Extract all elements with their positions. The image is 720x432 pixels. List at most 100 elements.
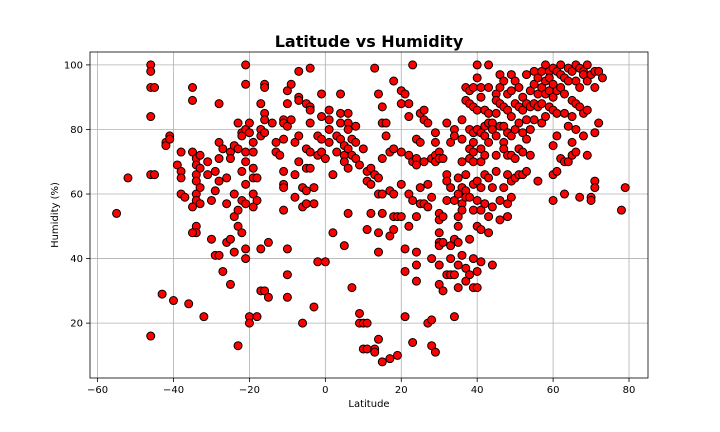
data-point — [484, 83, 494, 93]
data-point — [571, 124, 581, 134]
data-point — [332, 147, 342, 157]
data-point — [336, 134, 346, 144]
data-point — [541, 60, 551, 70]
data-point — [411, 247, 421, 257]
data-point — [218, 144, 228, 154]
data-point — [355, 308, 365, 318]
data-point — [423, 118, 433, 128]
data-point — [491, 108, 501, 118]
data-point — [206, 234, 216, 244]
data-point — [597, 73, 607, 83]
data-point — [385, 231, 395, 241]
data-point — [373, 89, 383, 99]
data-point — [472, 105, 482, 115]
data-point — [620, 183, 630, 193]
data-point — [575, 83, 585, 93]
data-point — [324, 115, 334, 125]
data-point — [309, 302, 319, 312]
data-point — [237, 228, 247, 238]
data-point — [305, 163, 315, 173]
data-point — [468, 147, 478, 157]
data-point — [525, 86, 535, 96]
data-point — [328, 170, 338, 180]
data-point — [430, 347, 440, 357]
data-point — [510, 124, 520, 134]
data-point — [392, 350, 402, 360]
data-point — [305, 147, 315, 157]
data-point — [150, 170, 160, 180]
data-point — [411, 260, 421, 270]
data-point — [484, 60, 494, 70]
data-point — [161, 141, 171, 151]
data-point — [503, 170, 513, 180]
data-point — [336, 89, 346, 99]
data-point — [446, 137, 456, 147]
data-point — [419, 157, 429, 167]
data-point — [305, 118, 315, 128]
data-point — [567, 137, 577, 147]
data-point — [210, 186, 220, 196]
data-point — [575, 192, 585, 202]
x-tick-label: −40 — [163, 385, 184, 396]
y-axis-ticks: 20 40 60 80 100 — [64, 60, 90, 330]
chart-title: Latitude vs Humidity — [275, 32, 464, 51]
data-point — [225, 279, 235, 289]
data-point — [559, 189, 569, 199]
data-point — [457, 115, 467, 125]
data-point — [446, 183, 456, 193]
y-tick-label: 20 — [70, 319, 83, 330]
data-point — [461, 276, 471, 286]
data-point — [411, 212, 421, 222]
data-point — [317, 134, 327, 144]
data-point — [351, 154, 361, 164]
data-point — [522, 115, 532, 125]
data-point — [343, 208, 353, 218]
data-point — [537, 118, 547, 128]
data-point — [446, 254, 456, 264]
data-point — [229, 247, 239, 257]
data-point — [499, 121, 509, 131]
data-point — [187, 202, 197, 212]
data-point — [476, 83, 486, 93]
data-point — [522, 70, 532, 80]
data-point — [408, 60, 418, 70]
data-point — [559, 108, 569, 118]
data-point — [503, 199, 513, 209]
data-point — [453, 221, 463, 231]
data-point — [233, 144, 243, 154]
data-point — [411, 160, 421, 170]
data-point — [241, 199, 251, 209]
data-point — [248, 163, 258, 173]
data-point — [290, 170, 300, 180]
data-point — [222, 173, 232, 183]
data-point — [446, 241, 456, 251]
data-point — [430, 137, 440, 147]
data-point — [187, 83, 197, 93]
data-point — [187, 95, 197, 105]
data-point — [404, 99, 414, 109]
data-point — [172, 160, 182, 170]
data-point — [559, 89, 569, 99]
data-point — [336, 108, 346, 118]
data-point — [294, 95, 304, 105]
data-point — [370, 63, 380, 73]
data-point — [552, 166, 562, 176]
data-point — [263, 292, 273, 302]
data-point — [476, 183, 486, 193]
data-point — [506, 112, 516, 122]
data-point — [260, 83, 270, 93]
data-point — [324, 124, 334, 134]
data-point — [487, 260, 497, 270]
data-point — [214, 99, 224, 109]
data-point — [389, 76, 399, 86]
x-tick-label: −20 — [239, 385, 260, 396]
data-point — [370, 347, 380, 357]
data-point — [377, 154, 387, 164]
data-point — [468, 254, 478, 264]
data-point — [582, 105, 592, 115]
data-point — [461, 263, 471, 273]
data-point — [263, 237, 273, 247]
data-point — [537, 99, 547, 109]
data-point — [480, 131, 490, 141]
data-point — [377, 208, 387, 218]
